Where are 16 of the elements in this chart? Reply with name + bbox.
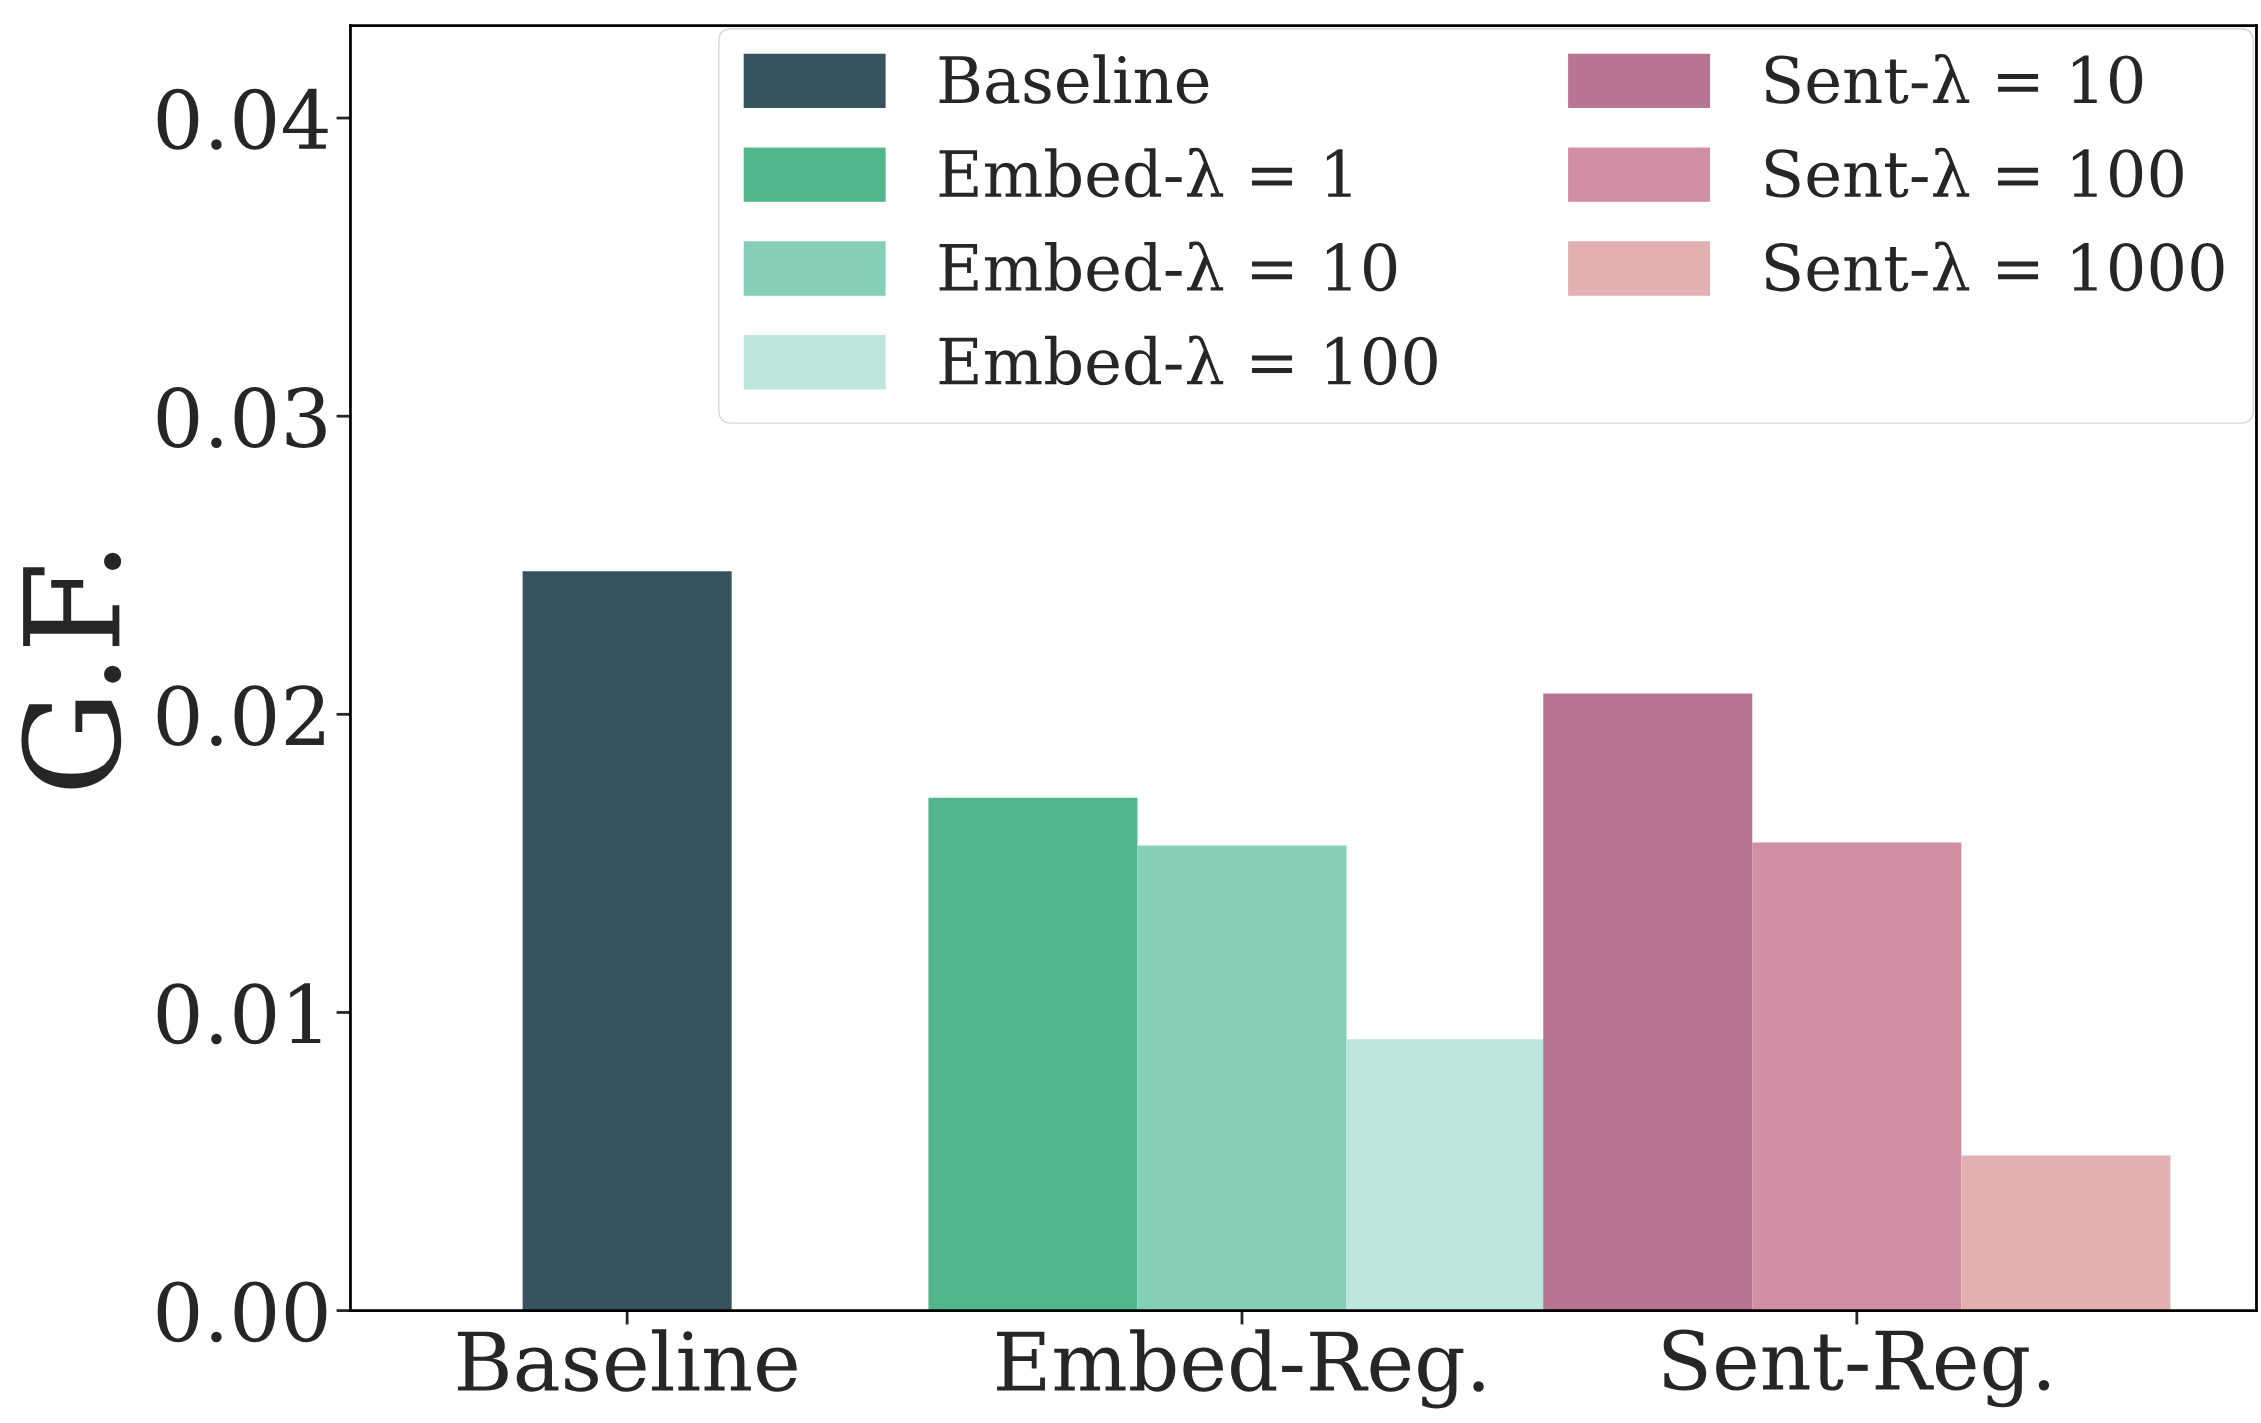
y-tick-label: 0.02 <box>157 685 324 747</box>
x-tick-label: Sent-Reg. <box>1663 1329 2050 1408</box>
y-tick-label: 0.04 <box>157 88 328 150</box>
y-axis-title: G.F. <box>21 552 122 789</box>
legend-label: Embed-λ = 1 <box>939 147 1351 198</box>
legend-label: Baseline <box>939 54 1209 104</box>
y-tick-label: 0.03 <box>157 386 326 448</box>
legend-label: Sent-λ = 1000 <box>1765 241 2224 292</box>
legend-label: Sent-λ = 100 <box>1765 147 2183 198</box>
x-tick-label: Baseline <box>457 1329 797 1392</box>
legend-label: Embed-λ = 10 <box>939 241 1397 292</box>
x-tick-label: Embed-Reg. <box>997 1329 1484 1409</box>
legend-label: Sent-λ = 10 <box>1765 54 2143 104</box>
y-tick-label: 0.00 <box>157 1281 327 1343</box>
legend-label: Embed-λ = 100 <box>939 335 1437 386</box>
y-tick-label: 0.01 <box>157 983 321 1045</box>
